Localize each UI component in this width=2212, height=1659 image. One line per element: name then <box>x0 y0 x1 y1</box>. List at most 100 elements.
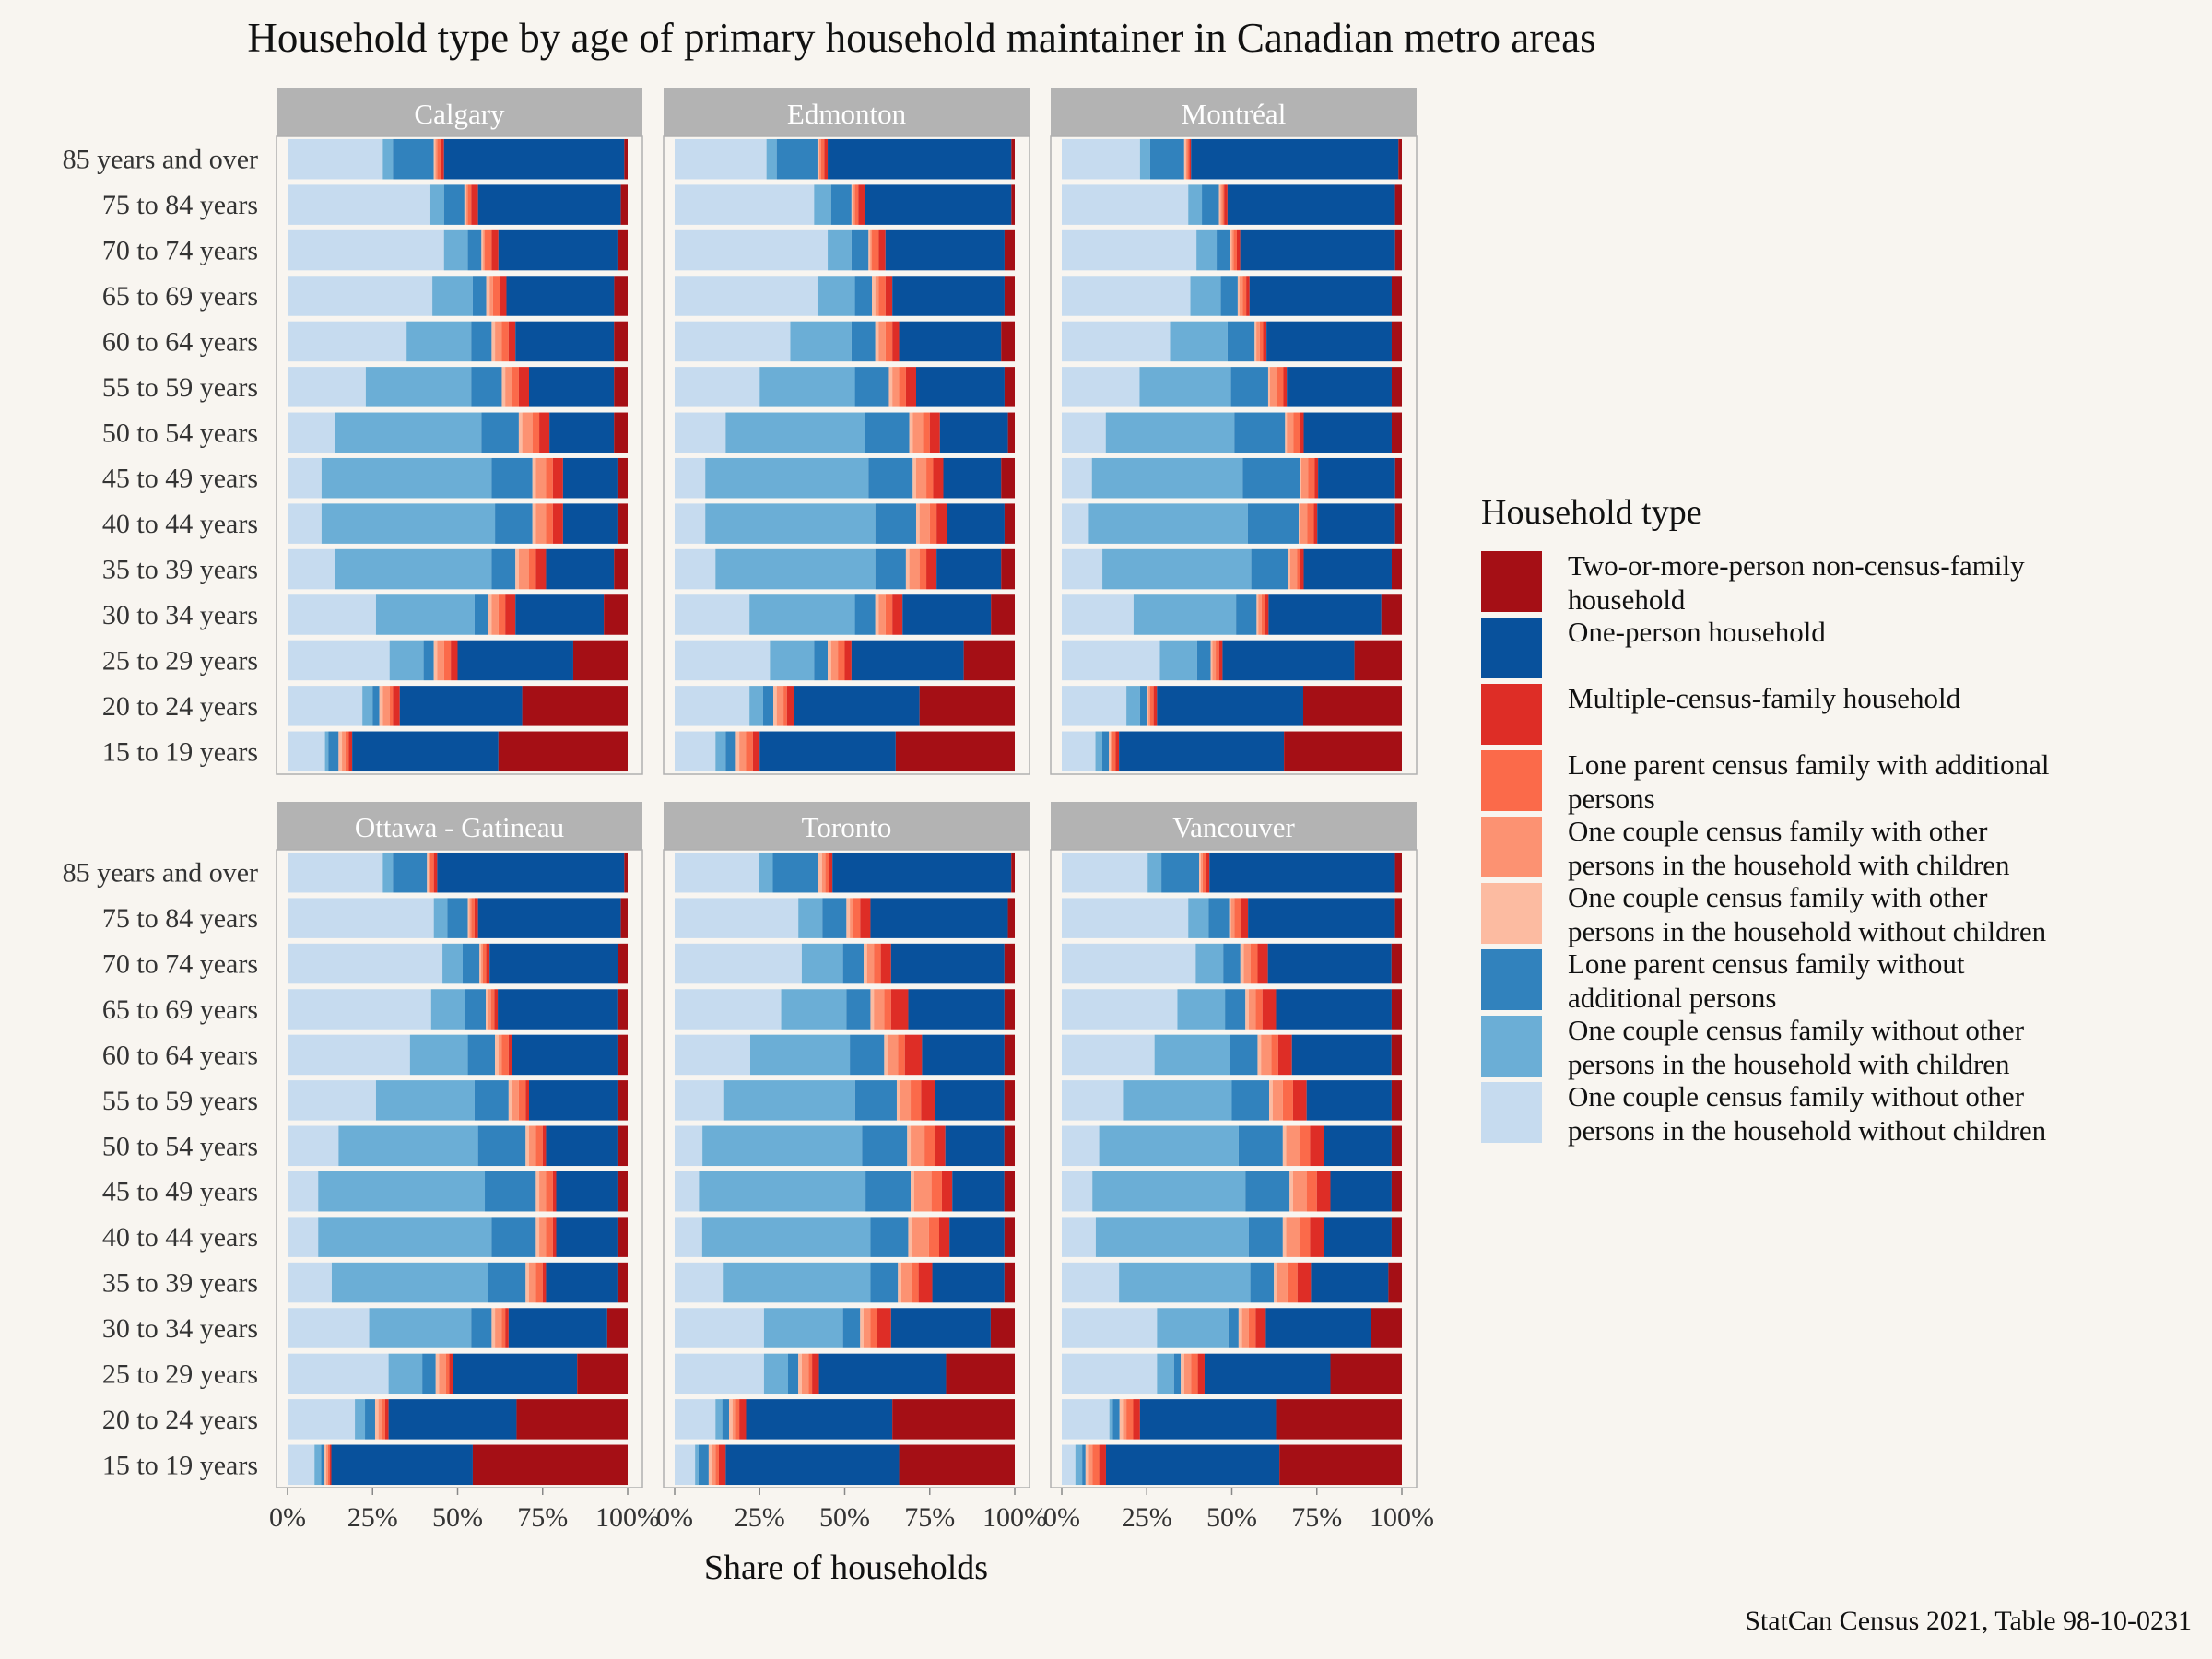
bar-segment-vancouver-3-7 <box>1276 989 1392 1030</box>
bar-segment-montr-al-4-2 <box>1227 321 1255 362</box>
panel-border <box>1050 135 1418 775</box>
bar-segment-montr-al-13-6 <box>1115 731 1120 772</box>
bar-segment-toronto-13-4 <box>712 1444 716 1486</box>
bar-segment-ottawa-gatineau-7-7 <box>556 1171 618 1212</box>
bar-segment-edmonton-6-2 <box>865 412 910 453</box>
bar-segment-vancouver-4-1 <box>1154 1034 1230 1076</box>
bar-segment-edmonton-4-6 <box>892 321 900 362</box>
y-tick-label: 15 to 19 years <box>102 736 258 767</box>
y-tick-label: 30 to 34 years <box>102 600 258 630</box>
facet-edmonton: Edmonton <box>663 88 1030 775</box>
caption: StatCan Census 2021, Table 98-10-0231 <box>1745 1606 2192 1636</box>
bar-segment-edmonton-4-7 <box>899 321 1002 362</box>
bar-segment-vancouver-6-4 <box>1286 1125 1300 1167</box>
bar-segment-vancouver-2-5 <box>1251 943 1258 984</box>
bar-segment-montr-al-11-8 <box>1354 640 1402 681</box>
bar-segment-edmonton-4-8 <box>1001 321 1015 362</box>
bar-segment-ottawa-gatineau-8-1 <box>318 1217 492 1257</box>
bar-segment-calgary-5-6 <box>518 367 529 407</box>
bar-segment-ottawa-gatineau-7-8 <box>617 1171 628 1212</box>
bar-segment-calgary-3-6 <box>500 276 507 316</box>
bar-segment-ottawa-gatineau-10-7 <box>508 1308 607 1348</box>
bar-segment-calgary-1-4 <box>465 184 468 225</box>
legend-item-lone-parent-census-family-with-additional-persons: Lone parent census family with additiona… <box>1481 748 2050 815</box>
legend-swatch <box>1481 551 1542 612</box>
legend-swatch <box>1481 883 1542 944</box>
bar-segment-calgary-12-4 <box>382 686 390 726</box>
bar-segment-edmonton-7-1 <box>705 457 869 499</box>
facet-strip-label: Vancouver <box>1172 811 1295 843</box>
bar-segment-calgary-2-6 <box>491 229 499 271</box>
bar-segment-vancouver-9-1 <box>1119 1262 1251 1303</box>
bar-segment-ottawa-gatineau-0-2 <box>393 852 428 893</box>
bar-segment-montr-al-2-4 <box>1231 229 1234 271</box>
y-tick-label: 40 to 44 years <box>102 1222 258 1253</box>
bar-segment-toronto-0-4 <box>821 852 826 893</box>
bar-segment-edmonton-13-6 <box>752 731 760 772</box>
bar-segment-calgary-11-5 <box>443 640 452 681</box>
bar-segment-montr-al-10-2 <box>1236 594 1257 635</box>
bar-segment-toronto-2-6 <box>880 943 891 984</box>
bar-segment-calgary-5-5 <box>512 367 519 407</box>
bar-segment-toronto-1-5 <box>853 898 861 938</box>
bar-segment-toronto-1-8 <box>1007 898 1015 938</box>
bar-segment-montr-al-11-2 <box>1196 640 1211 681</box>
bar-segment-montr-al-10-6 <box>1265 594 1269 635</box>
bar-segment-calgary-7-1 <box>321 457 492 499</box>
bar-segment-toronto-9-1 <box>723 1262 871 1303</box>
bar-segment-toronto-12-3 <box>729 1399 733 1440</box>
facet-strip-label: Toronto <box>802 811 892 843</box>
bar-segment-calgary-10-5 <box>498 594 506 635</box>
facet-strip-label: Edmonton <box>787 98 907 130</box>
bar-segment-toronto-11-6 <box>812 1353 819 1394</box>
bar-segment-vancouver-11-6 <box>1197 1353 1205 1394</box>
bar-segment-calgary-8-3 <box>532 503 536 544</box>
facet-strip <box>664 88 1030 136</box>
bar-segment-edmonton-2-1 <box>828 229 852 271</box>
panel-border <box>276 135 643 775</box>
bar-segment-toronto-11-7 <box>818 1353 947 1394</box>
bar-segment-montr-al-13-7 <box>1119 731 1285 772</box>
bar-segment-calgary-13-6 <box>348 731 353 772</box>
bar-segment-montr-al-2-7 <box>1240 229 1395 271</box>
bar-segment-vancouver-10-2 <box>1228 1308 1239 1348</box>
bar-segment-edmonton-12-8 <box>919 686 1015 726</box>
bar-segment-toronto-13-7 <box>725 1444 900 1486</box>
x-tick-label: 50% <box>1206 1502 1257 1533</box>
bar-segment-ottawa-gatineau-3-8 <box>617 989 628 1030</box>
bar-segment-vancouver-6-0 <box>1062 1125 1100 1167</box>
bar-segment-toronto-10-0 <box>675 1308 764 1348</box>
bar-segment-calgary-10-1 <box>375 594 475 635</box>
bar-segment-edmonton-13-4 <box>739 731 747 772</box>
bar-segment-calgary-3-0 <box>288 276 433 316</box>
y-tick-label: 60 to 64 years <box>102 1040 258 1070</box>
legend-label: Lone parent census family without additio… <box>1568 947 1965 1014</box>
legend-label: One couple census family with other perso… <box>1568 881 2047 947</box>
bar-segment-calgary-12-5 <box>389 686 394 726</box>
y-tick-label: 55 to 59 years <box>102 1086 258 1116</box>
bar-segment-ottawa-gatineau-11-8 <box>577 1353 628 1394</box>
bar-segment-vancouver-0-3 <box>1199 852 1201 893</box>
bar-segment-edmonton-4-3 <box>875 321 879 362</box>
bar-segment-calgary-7-2 <box>491 457 533 499</box>
bar-segment-vancouver-11-3 <box>1181 1353 1184 1394</box>
bar-segment-montr-al-3-2 <box>1220 276 1238 316</box>
bar-segment-vancouver-0-2 <box>1161 852 1200 893</box>
bar-segment-montr-al-9-1 <box>1102 548 1252 590</box>
bar-segment-vancouver-9-0 <box>1062 1262 1120 1303</box>
bar-segment-ottawa-gatineau-4-3 <box>495 1034 499 1076</box>
y-tick-label: 85 years and over <box>63 145 258 175</box>
bar-segment-ottawa-gatineau-2-4 <box>481 943 483 984</box>
bar-segment-edmonton-5-3 <box>888 367 893 407</box>
bar-segment-montr-al-6-0 <box>1062 412 1106 453</box>
legend-item-lone-parent-census-family-without-additional-persons: Lone parent census family without additio… <box>1481 947 1965 1014</box>
bar-segment-ottawa-gatineau-9-1 <box>331 1262 488 1303</box>
bar-segment-edmonton-11-2 <box>814 640 829 681</box>
bar-segment-montr-al-0-4 <box>1185 138 1188 180</box>
bar-segment-calgary-4-2 <box>471 321 492 362</box>
bar-segment-vancouver-3-3 <box>1245 989 1249 1030</box>
bar-segment-vancouver-12-3 <box>1119 1399 1124 1440</box>
bar-segment-toronto-8-5 <box>928 1217 939 1257</box>
bar-segment-vancouver-3-6 <box>1262 989 1277 1030</box>
bar-segment-toronto-8-1 <box>701 1217 871 1257</box>
